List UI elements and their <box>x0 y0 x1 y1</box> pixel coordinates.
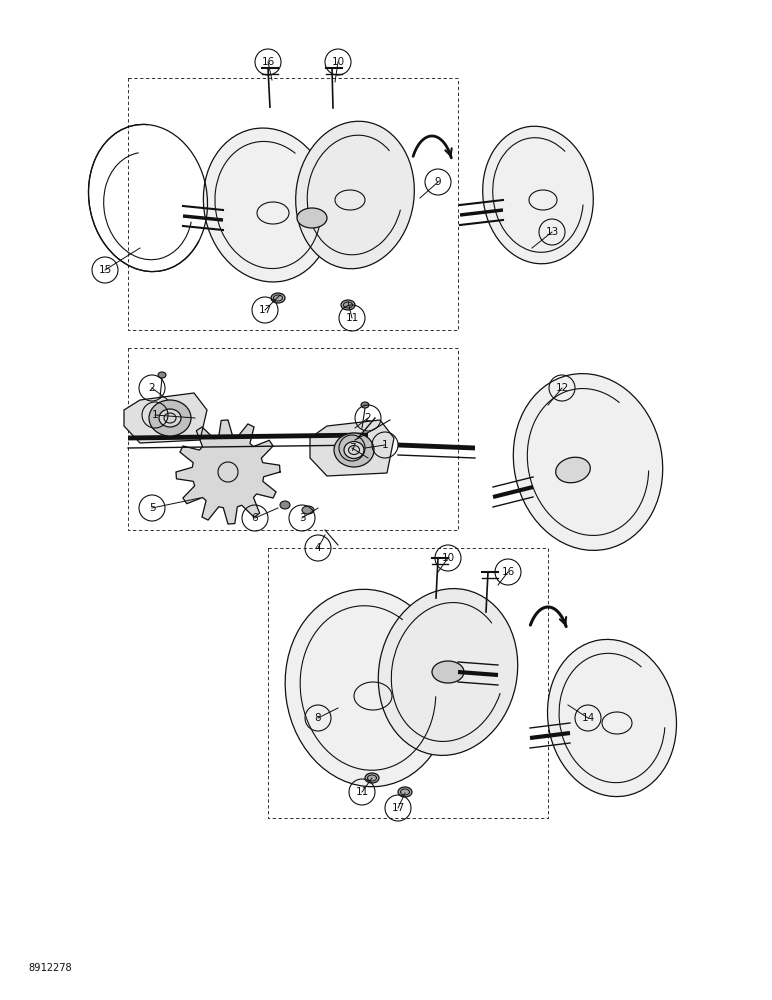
Text: 1: 1 <box>381 440 388 450</box>
Text: 3: 3 <box>299 513 305 523</box>
Ellipse shape <box>271 293 285 303</box>
Text: 6: 6 <box>252 513 259 523</box>
Ellipse shape <box>297 208 327 228</box>
Ellipse shape <box>378 589 518 755</box>
Ellipse shape <box>556 457 591 483</box>
Ellipse shape <box>398 787 412 797</box>
Text: 8: 8 <box>315 713 321 723</box>
Ellipse shape <box>344 442 364 458</box>
Text: 11: 11 <box>355 787 368 797</box>
Text: 9: 9 <box>435 177 442 187</box>
Polygon shape <box>310 420 394 476</box>
Text: 2: 2 <box>149 383 155 393</box>
Text: 17: 17 <box>391 803 405 813</box>
Polygon shape <box>124 393 207 443</box>
Text: 11: 11 <box>345 313 359 323</box>
Ellipse shape <box>365 773 379 783</box>
Text: 4: 4 <box>315 543 321 553</box>
Polygon shape <box>176 420 280 524</box>
Ellipse shape <box>159 409 181 427</box>
Text: 7: 7 <box>349 443 355 453</box>
Text: 13: 13 <box>545 227 559 237</box>
Ellipse shape <box>432 661 464 683</box>
Ellipse shape <box>296 121 415 269</box>
Ellipse shape <box>482 126 594 264</box>
Ellipse shape <box>158 372 166 378</box>
Text: 1: 1 <box>151 410 158 420</box>
Ellipse shape <box>280 501 290 509</box>
Text: 5: 5 <box>149 503 155 513</box>
Text: 12: 12 <box>555 383 569 393</box>
Text: 10: 10 <box>442 553 455 563</box>
Ellipse shape <box>149 400 191 436</box>
Text: 16: 16 <box>262 57 275 67</box>
Ellipse shape <box>302 506 314 514</box>
Text: 15: 15 <box>98 265 112 275</box>
Text: 2: 2 <box>364 413 371 423</box>
Text: 17: 17 <box>259 305 272 315</box>
Ellipse shape <box>361 402 369 408</box>
Ellipse shape <box>547 639 676 797</box>
Ellipse shape <box>334 433 374 467</box>
Text: 16: 16 <box>501 567 515 577</box>
Ellipse shape <box>513 374 662 550</box>
Text: 10: 10 <box>331 57 344 67</box>
Text: 14: 14 <box>581 713 594 723</box>
Text: 8912278: 8912278 <box>28 963 72 973</box>
Ellipse shape <box>341 300 355 310</box>
Ellipse shape <box>285 589 451 787</box>
Ellipse shape <box>203 128 333 282</box>
